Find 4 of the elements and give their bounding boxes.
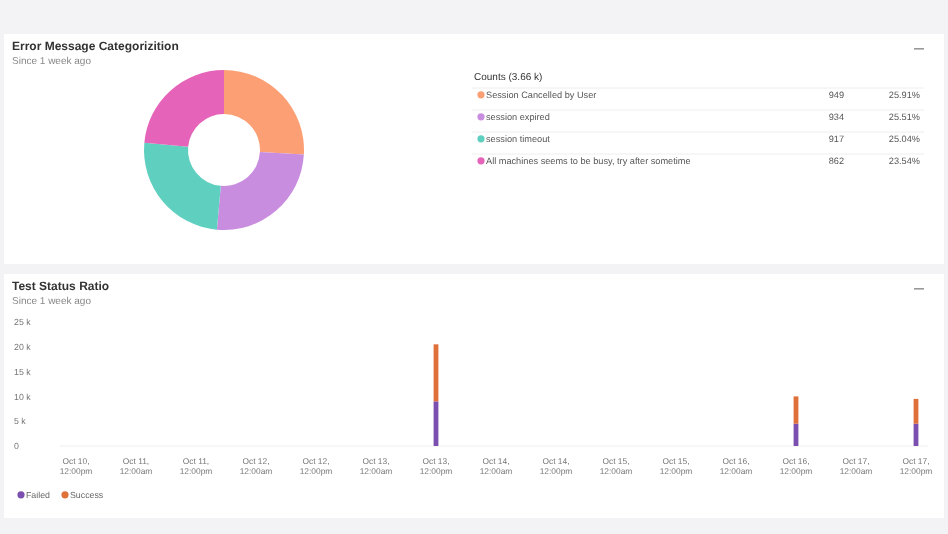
donut-slice: [144, 142, 221, 230]
donut-slice: [224, 70, 304, 155]
donut-slice: [216, 152, 304, 230]
donut-slice: [144, 70, 224, 147]
